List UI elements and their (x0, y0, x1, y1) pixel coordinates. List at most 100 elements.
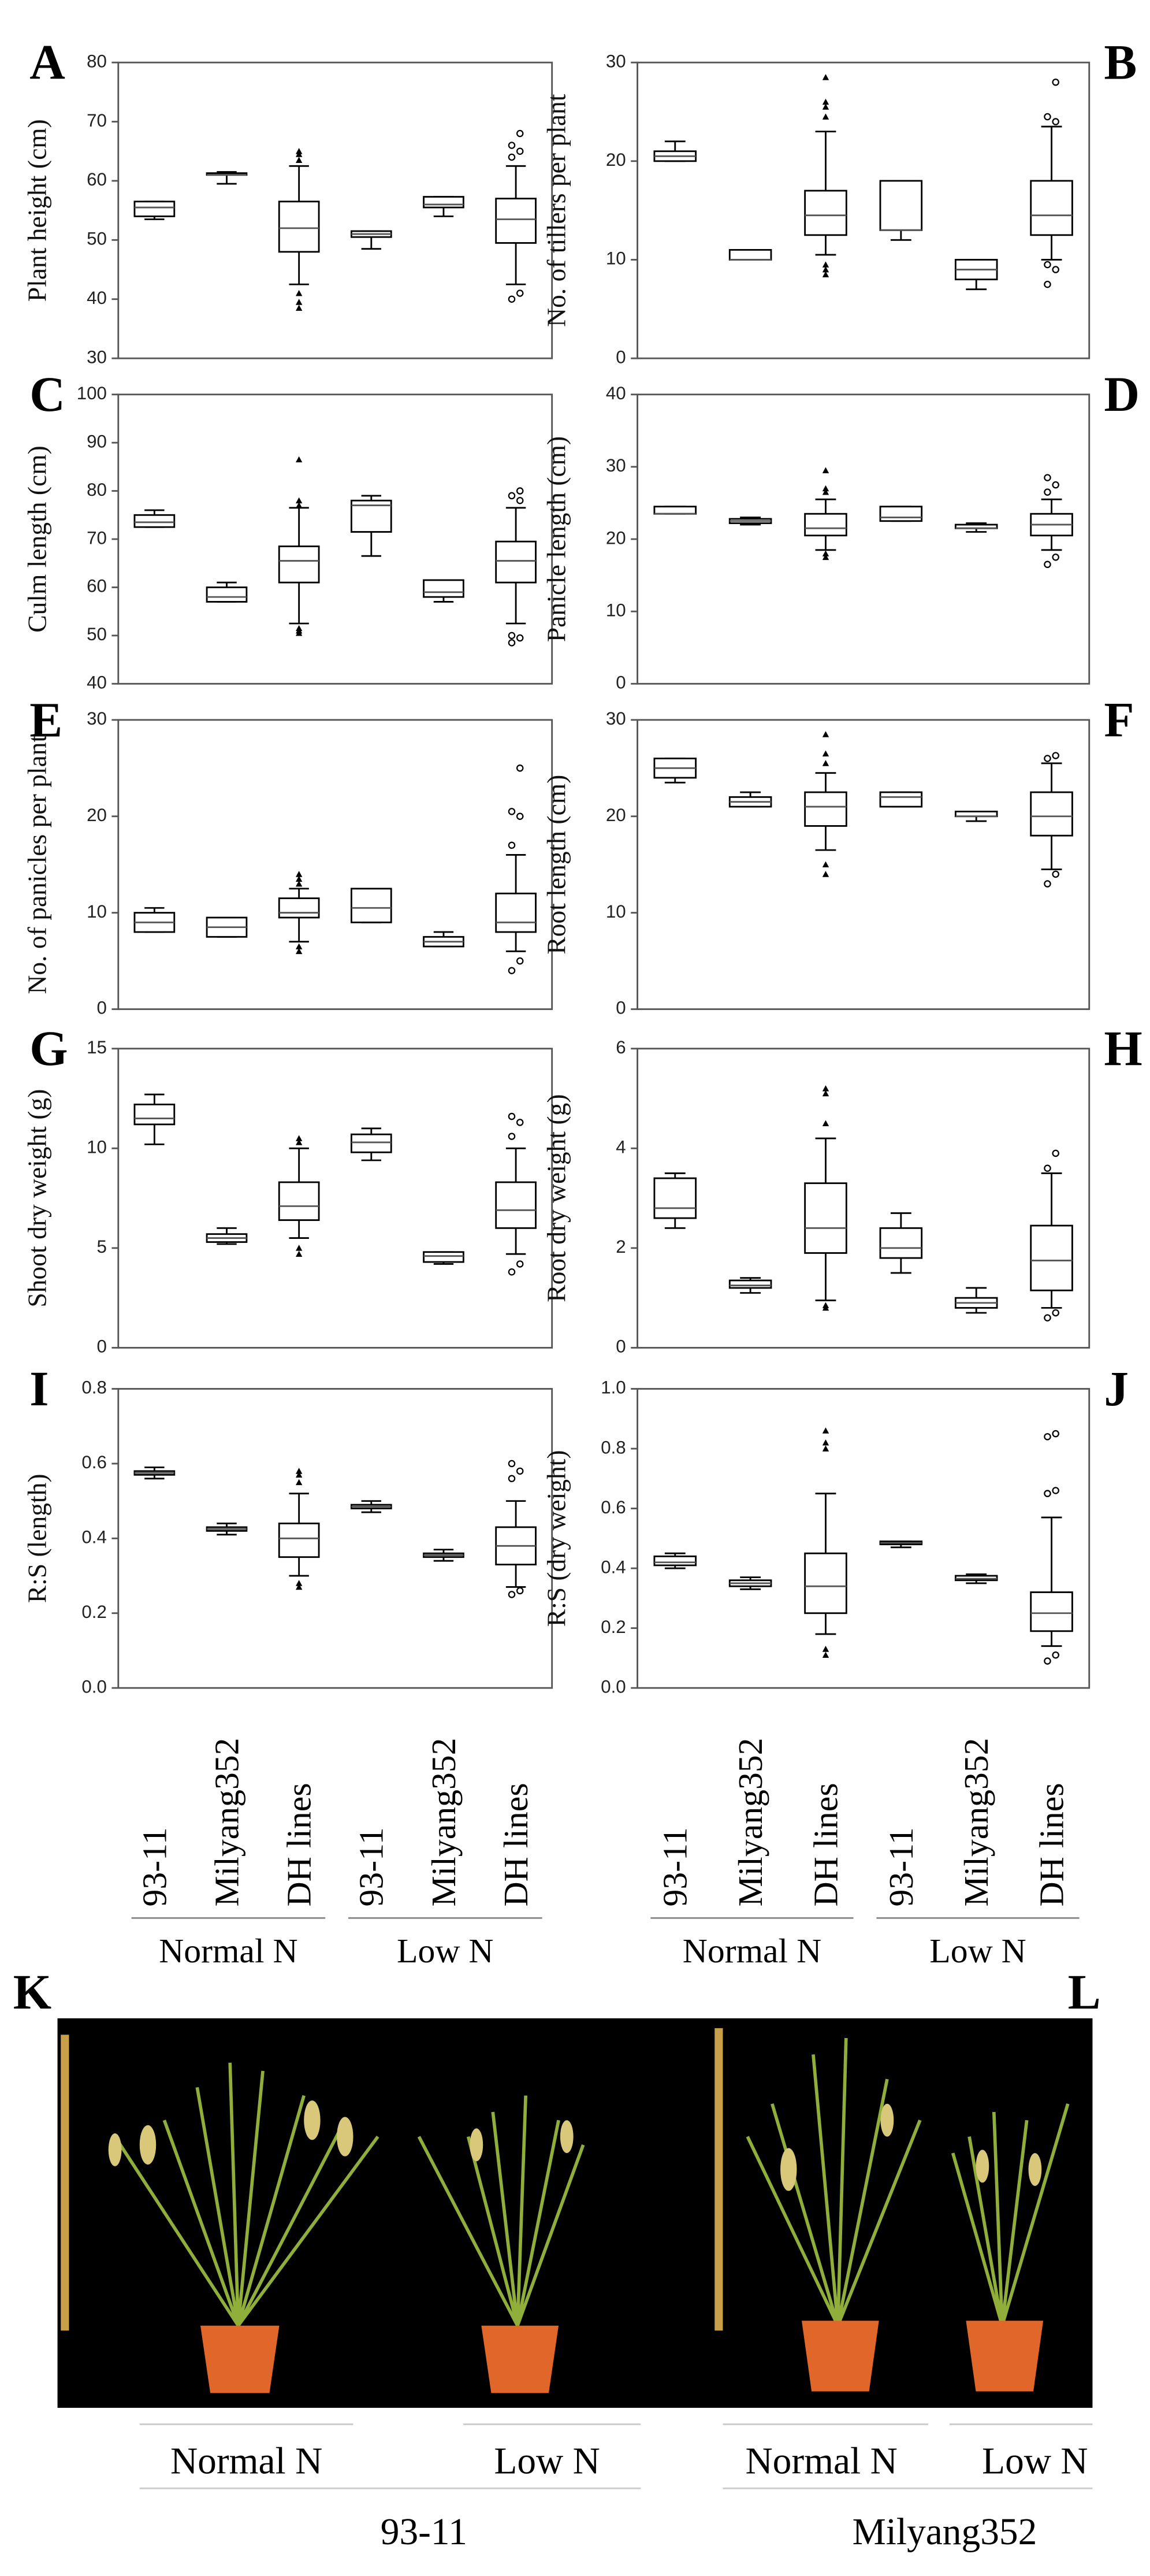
y-tick-label: 0.2 (601, 1617, 626, 1637)
y-tick-label: 30 (606, 708, 626, 729)
box (278, 201, 320, 253)
y-tick-label: 10 (606, 600, 626, 620)
plot-frame (637, 1388, 1091, 1689)
box (133, 201, 176, 217)
outlier (508, 632, 516, 640)
y-tick-label: 30 (87, 708, 107, 729)
y-axis-label: No. of panicles per plant (23, 735, 52, 994)
outlier (295, 1468, 303, 1474)
y-tick-label: 50 (87, 624, 107, 644)
y-axis-label: Culm length (cm) (23, 446, 52, 632)
category-label: Milyang352 (207, 1738, 245, 1906)
outlier (508, 1112, 516, 1120)
box-plot: B No. of tillers per plant 0 10 20 30 (541, 36, 1137, 368)
y-tick-label: 60 (87, 576, 107, 596)
category-label: Milyang352 (425, 1738, 463, 1906)
outlier (508, 153, 516, 161)
group-label: Normal N (683, 1932, 821, 1970)
outlier (822, 1646, 829, 1652)
box (495, 198, 537, 244)
outlier (508, 967, 516, 974)
outlier (822, 261, 829, 268)
y-tick-label: 20 (606, 150, 626, 170)
y-tick-label: 10 (606, 901, 626, 922)
box-plot: I R:S (length) 0.0 0.2 0.4 0.6 0.8 93-11 Milyang… (23, 1362, 553, 1970)
outlier (295, 456, 303, 463)
outlier (295, 299, 303, 305)
ruler (714, 2028, 723, 2331)
outlier (508, 1475, 516, 1483)
condition-label: Normal N (745, 2441, 897, 2482)
box (728, 1279, 772, 1289)
box (350, 888, 392, 923)
outlier (508, 295, 516, 303)
y-tick-label: 0 (616, 998, 626, 1018)
outlier (1044, 474, 1051, 481)
outlier (295, 1139, 303, 1145)
box (1030, 180, 1073, 236)
outlier (295, 625, 303, 632)
box-plot: ENo. of panicles per plant 0 10 20 30 (23, 693, 553, 1018)
outlier (295, 1245, 303, 1251)
outlier (295, 1580, 303, 1586)
box (495, 1181, 537, 1229)
condition-label: Low N (494, 2441, 600, 2482)
box (804, 791, 847, 827)
ruler (61, 2035, 69, 2331)
outlier (822, 271, 829, 277)
y-tick-label: 20 (606, 805, 626, 825)
outlier (295, 1479, 303, 1486)
y-tick-label: 0.6 (81, 1452, 106, 1472)
box (804, 1182, 847, 1254)
category-label: DH lines (280, 1783, 318, 1906)
outlier (516, 496, 524, 504)
y-tick-label: 100 (77, 383, 107, 403)
y-axis-label: No. of tillers per plant (541, 94, 571, 326)
outlier (822, 1085, 829, 1092)
box (1030, 791, 1073, 837)
outlier (516, 1587, 524, 1595)
cultivar-label: 93-11 (381, 2511, 467, 2553)
outlier (1052, 481, 1059, 489)
group-label: Normal N (159, 1932, 297, 1970)
panel-letter: A (29, 36, 65, 90)
box (133, 1103, 176, 1126)
outlier (1052, 752, 1059, 759)
panel-letter: G (29, 1022, 68, 1076)
y-axis-label: Root dry weight (g) (541, 1094, 571, 1302)
outlier (1044, 1490, 1051, 1497)
outlier (822, 554, 829, 561)
outlier (822, 488, 829, 495)
box (278, 1181, 320, 1221)
y-tick-label: 10 (87, 901, 107, 922)
outlier (822, 1090, 829, 1097)
box-plot: H Root dry weight (g) 0 2 4 6 (541, 1022, 1142, 1356)
category-label: Milyang352 (957, 1738, 995, 1906)
outlier (822, 731, 829, 737)
outlier (295, 1250, 303, 1257)
outlier (516, 1467, 524, 1475)
y-axis-label: Plant height (cm) (23, 119, 52, 302)
plot-frame (637, 394, 1091, 685)
category-label: DH lines (1032, 1783, 1070, 1906)
outlier (1044, 280, 1051, 288)
outlier (822, 113, 829, 120)
box (206, 587, 248, 603)
outlier (516, 487, 524, 495)
box (278, 1523, 320, 1558)
box (653, 1177, 697, 1219)
box (423, 579, 464, 598)
box-plot: G Shoot dry weight (g) 0 5 10 15 (23, 1022, 553, 1357)
category-label: 93-11 (135, 1827, 173, 1906)
y-tick-label: 40 (87, 288, 107, 308)
outlier (295, 871, 303, 877)
outlier (1044, 113, 1051, 121)
pots (200, 2321, 1044, 2393)
outlier (508, 841, 516, 849)
outlier (516, 1260, 524, 1268)
category-label: 93-11 (352, 1827, 390, 1906)
outlier (295, 305, 303, 311)
box (653, 1555, 697, 1567)
outlier (1052, 118, 1059, 125)
